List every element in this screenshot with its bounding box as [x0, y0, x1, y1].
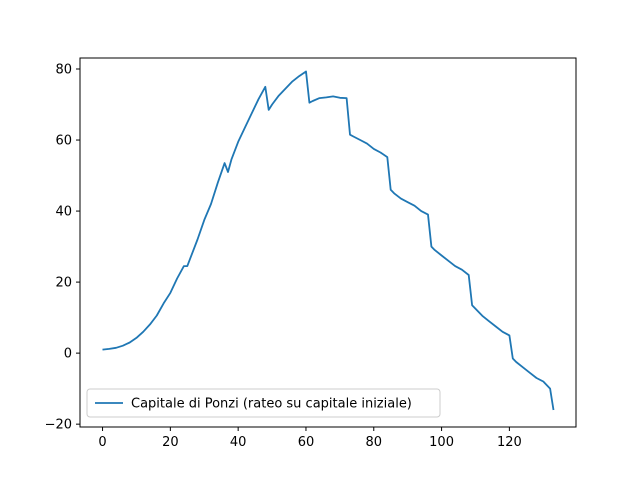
legend-label: Capitale di Ponzi (rateo su capitale ini… — [131, 397, 412, 412]
axes-frame — [79, 57, 577, 428]
y-tick-label: 40 — [55, 205, 72, 220]
x-axis: 0 20 40 60 80 100 120 — [98, 427, 522, 450]
y-tick-label: 80 — [55, 63, 72, 78]
x-tick-label: 100 — [429, 435, 454, 450]
legend: Capitale di Ponzi (rateo su capitale ini… — [86, 388, 441, 418]
x-tick-label: 120 — [497, 435, 522, 450]
x-tick-label: 40 — [230, 435, 247, 450]
y-tick-label: −20 — [45, 418, 72, 433]
y-tick-label: 20 — [55, 276, 72, 291]
legend-box — [86, 388, 441, 418]
y-tick-label: 60 — [55, 134, 72, 149]
x-tick-label: 80 — [365, 435, 382, 450]
series-line — [102, 70, 555, 411]
y-axis: −20 0 20 40 60 80 — [45, 63, 80, 433]
x-tick-label: 20 — [162, 435, 179, 450]
x-tick-label: 60 — [298, 435, 315, 450]
x-tick-label: 0 — [98, 435, 106, 450]
series-layer — [102, 70, 555, 411]
y-tick-label: 0 — [64, 347, 72, 362]
